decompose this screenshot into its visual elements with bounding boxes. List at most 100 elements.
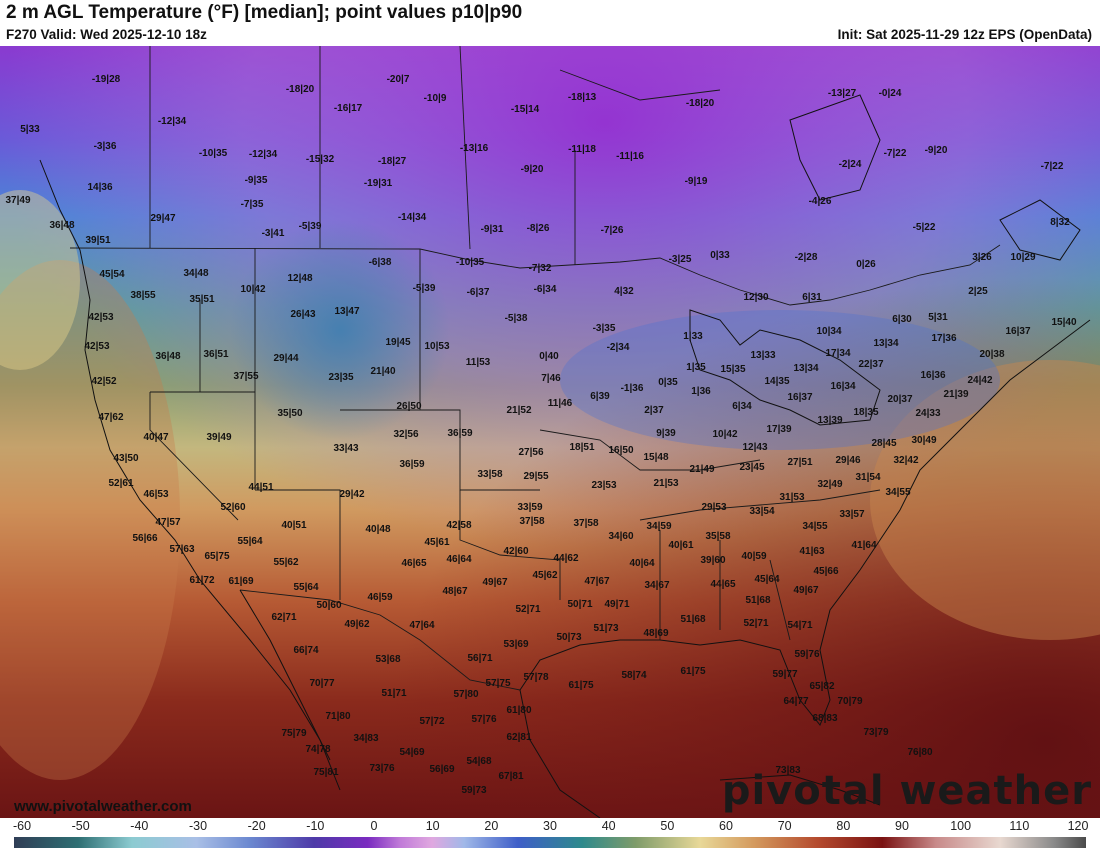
point-value: 29|53 xyxy=(701,502,726,513)
point-value: 23|35 xyxy=(328,372,353,383)
point-value: 13|39 xyxy=(817,415,842,426)
point-value: 6|34 xyxy=(732,401,752,412)
init-time: Init: Sat 2025-11-29 12z EPS (OpenData) xyxy=(837,27,1092,42)
point-value: 50|71 xyxy=(567,599,592,610)
point-value: 13|34 xyxy=(873,338,898,349)
point-value: -15|32 xyxy=(306,154,335,165)
point-value: 34|48 xyxy=(183,268,208,279)
point-value: 48|69 xyxy=(643,628,668,639)
point-value: 14|36 xyxy=(87,182,112,193)
point-value: -7|35 xyxy=(241,199,264,210)
point-value: 73|79 xyxy=(863,727,888,738)
point-value: -19|28 xyxy=(92,74,121,85)
point-value: 46|53 xyxy=(143,489,168,500)
point-value: 37|49 xyxy=(5,195,30,206)
point-value: 32|56 xyxy=(393,429,418,440)
point-value: 26|43 xyxy=(290,309,315,320)
point-value: 21|52 xyxy=(506,405,531,416)
point-value: 20|37 xyxy=(887,394,912,405)
point-value: 44|62 xyxy=(553,553,578,564)
point-value: -16|17 xyxy=(334,103,363,114)
point-value: 2|37 xyxy=(644,405,664,416)
colorbar-tick-label: 70 xyxy=(777,819,792,833)
point-value: 16|34 xyxy=(830,381,855,392)
point-value: 17|36 xyxy=(931,333,956,344)
point-value: 42|60 xyxy=(503,546,528,557)
point-value: -18|20 xyxy=(286,84,315,95)
point-value: 10|53 xyxy=(424,341,449,352)
point-value: 17|39 xyxy=(766,424,791,435)
point-value: 28|45 xyxy=(871,438,896,449)
point-value: 49|62 xyxy=(344,619,369,630)
point-value: 21|49 xyxy=(689,464,714,475)
point-value: 32|42 xyxy=(893,455,918,466)
temperature-map: -19|28 -20|7 -18|20 -10|9 -18|13 -18|20 -13|27… xyxy=(0,46,1100,818)
point-value: 0|40 xyxy=(539,351,559,362)
point-value: 52|61 xyxy=(108,478,133,489)
point-value: 37|58 xyxy=(573,518,598,529)
point-value: -7|32 xyxy=(529,263,552,274)
point-value: 30|49 xyxy=(911,435,936,446)
point-value: 65|75 xyxy=(204,551,229,562)
point-value: 27|51 xyxy=(787,457,812,468)
point-value: 3|26 xyxy=(972,252,992,263)
point-value: 21|40 xyxy=(370,366,395,377)
colorbar-tick-label: -30 xyxy=(188,819,208,833)
point-value: 12|48 xyxy=(287,273,312,284)
point-value: 1|36 xyxy=(691,386,711,397)
point-value: 47|67 xyxy=(584,576,609,587)
point-value: 33|58 xyxy=(477,469,502,480)
point-value: 33|59 xyxy=(517,502,542,513)
point-value: 49|67 xyxy=(793,585,818,596)
point-value: 40|64 xyxy=(629,558,654,569)
point-value: 13|34 xyxy=(793,363,818,374)
point-value: -18|13 xyxy=(568,92,597,103)
point-value: -0|24 xyxy=(879,88,902,99)
point-value: 53|69 xyxy=(503,639,528,650)
point-value: 34|67 xyxy=(644,580,669,591)
point-value: -7|22 xyxy=(1041,161,1064,172)
point-value: 1|35 xyxy=(686,362,706,373)
point-value: 74|78 xyxy=(305,744,330,755)
point-value: 47|62 xyxy=(98,412,123,423)
point-value: -14|34 xyxy=(398,212,427,223)
point-value: 13|47 xyxy=(334,306,359,317)
point-value: -6|34 xyxy=(534,284,557,295)
point-value: 16|37 xyxy=(787,392,812,403)
point-value: -9|31 xyxy=(481,224,504,235)
point-value: -7|22 xyxy=(884,148,907,159)
point-value: 59|76 xyxy=(794,649,819,660)
point-value: 36|51 xyxy=(203,349,228,360)
point-value: 10|29 xyxy=(1010,252,1035,263)
colorbar-tick-label: 20 xyxy=(484,819,499,833)
point-value: 39|49 xyxy=(206,432,231,443)
point-value: 34|60 xyxy=(608,531,633,542)
point-value: 15|48 xyxy=(643,452,668,463)
point-value: 24|33 xyxy=(915,408,940,419)
point-value: -13|16 xyxy=(460,143,489,154)
colorbar-tick-label: 10 xyxy=(425,819,440,833)
point-value: 16|37 xyxy=(1005,326,1030,337)
point-value: 52|60 xyxy=(220,502,245,513)
point-value: 51|71 xyxy=(381,688,406,699)
point-value: 5|31 xyxy=(928,312,948,323)
point-value: 6|39 xyxy=(590,391,610,402)
point-value: 19|45 xyxy=(385,337,410,348)
point-value: 42|58 xyxy=(446,520,471,531)
point-value: 4|32 xyxy=(614,286,634,297)
point-value: 0|26 xyxy=(856,259,876,270)
point-value: -5|39 xyxy=(299,221,322,232)
point-value: 35|58 xyxy=(705,531,730,542)
point-value: 53|68 xyxy=(375,654,400,665)
point-value: -9|20 xyxy=(925,145,948,156)
point-value: 59|77 xyxy=(772,669,797,680)
colorbar-tick-label: 90 xyxy=(895,819,909,833)
point-value: 45|54 xyxy=(99,269,124,280)
point-value: -10|9 xyxy=(424,93,447,104)
point-value: 47|64 xyxy=(409,620,434,631)
source-url[interactable]: www.pivotalweather.com xyxy=(14,798,192,815)
point-value: 40|48 xyxy=(365,524,390,535)
point-value: -6|38 xyxy=(369,257,392,268)
point-value: 56|71 xyxy=(467,653,492,664)
point-value: 56|66 xyxy=(132,533,157,544)
